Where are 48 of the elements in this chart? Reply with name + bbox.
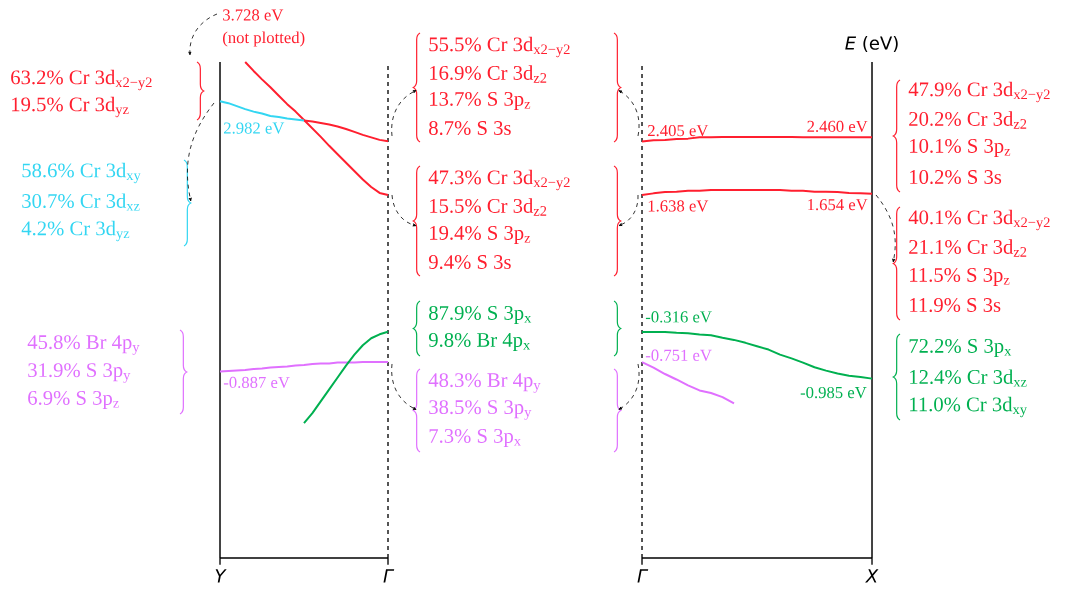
text: 13.7% S 3p$_{z}$ <box>430 91 531 111</box>
text: 47.9% Cr 3d$_{x2−y2}$ <box>908 81 1050 103</box>
text: 45.8% Br 4p$_{y}$ <box>27 335 140 355</box>
x-tick-label: Γ <box>383 569 395 583</box>
text: 48.3% Br 4p$_{y}$ <box>428 373 541 393</box>
annotation: 2.460 eV <box>807 120 868 133</box>
x-tick-label: Y <box>215 569 227 583</box>
text: 20.2% Cr 3d$_{z2}$ <box>909 111 1027 129</box>
text: 15.5% Cr 3d$_{z2}$ <box>430 198 547 216</box>
y-axis-title: E (eV) <box>845 35 898 52</box>
text: 72.2% S 3p$_{x}$ <box>909 338 1012 358</box>
text: 21.1% Cr 3d$_{z2}$ <box>909 239 1027 257</box>
text: 3.728 eV <box>223 9 284 21</box>
annotation: 2.405 eV <box>648 124 709 137</box>
text: 10.1% S 3p$_{z}$ <box>910 138 1011 158</box>
text: 40.1% Cr 3d$_{x2−y2}$ <box>908 209 1050 231</box>
annotation: 1.654 eV <box>808 199 868 211</box>
annotation: -0.316 eV <box>645 311 712 323</box>
text: 8.7% S 3s <box>429 120 511 136</box>
text: 30.7% Cr 3d$_{xz}$ <box>22 193 140 211</box>
text: 63.2% Cr 3d$_{x2−y2}$ <box>11 69 152 91</box>
text: 16.9% Cr 3d$_{z2}$ <box>430 65 547 83</box>
text: 9.4% S 3s <box>428 254 511 270</box>
text: (not plotted) <box>223 31 305 47</box>
text: 19.4% S 3p$_{z}$ <box>430 225 531 245</box>
annotation: -0.751 eV <box>645 349 712 361</box>
text: 47.3% Cr 3d$_{x2−y2}$ <box>428 169 570 191</box>
text: 38.5% S 3p$_{y}$ <box>429 400 532 420</box>
text: 55.5% Cr 3d$_{x2−y2}$ <box>429 36 570 58</box>
x-tick-label: X <box>865 569 879 583</box>
text: 4.2% Cr 3d$_{yz}$ <box>21 220 130 242</box>
text: 87.9% S 3p$_{x}$ <box>429 305 532 325</box>
x-tick-label: Γ <box>637 569 649 583</box>
text: 58.6% Cr 3d$_{xy}$ <box>22 162 141 184</box>
annotation: 1.638 eV <box>648 200 709 212</box>
text: 11.0% Cr 3d$_{xy}$ <box>910 396 1027 418</box>
annotation: -0.985 eV <box>800 386 867 399</box>
text: 9.8% Br 4p$_{x}$ <box>428 332 531 352</box>
text: 7.3% S 3p$_{x}$ <box>429 428 521 448</box>
text: 31.9% S 3p$_{y}$ <box>28 363 131 383</box>
text: 11.5% S 3p$_{z}$ <box>910 267 1010 287</box>
annotation: 2.982 eV <box>224 122 285 134</box>
annotation: -0.887 eV <box>223 376 290 389</box>
text: 10.2% S 3s <box>910 169 1002 185</box>
text: 6.9% S 3p$_{z}$ <box>28 390 119 410</box>
text: 11.9% S 3s <box>910 297 1001 313</box>
text: 12.4% Cr 3d$_{xz}$ <box>910 369 1027 387</box>
text: 19.5% Cr 3d$_{yz}$ <box>12 96 129 118</box>
